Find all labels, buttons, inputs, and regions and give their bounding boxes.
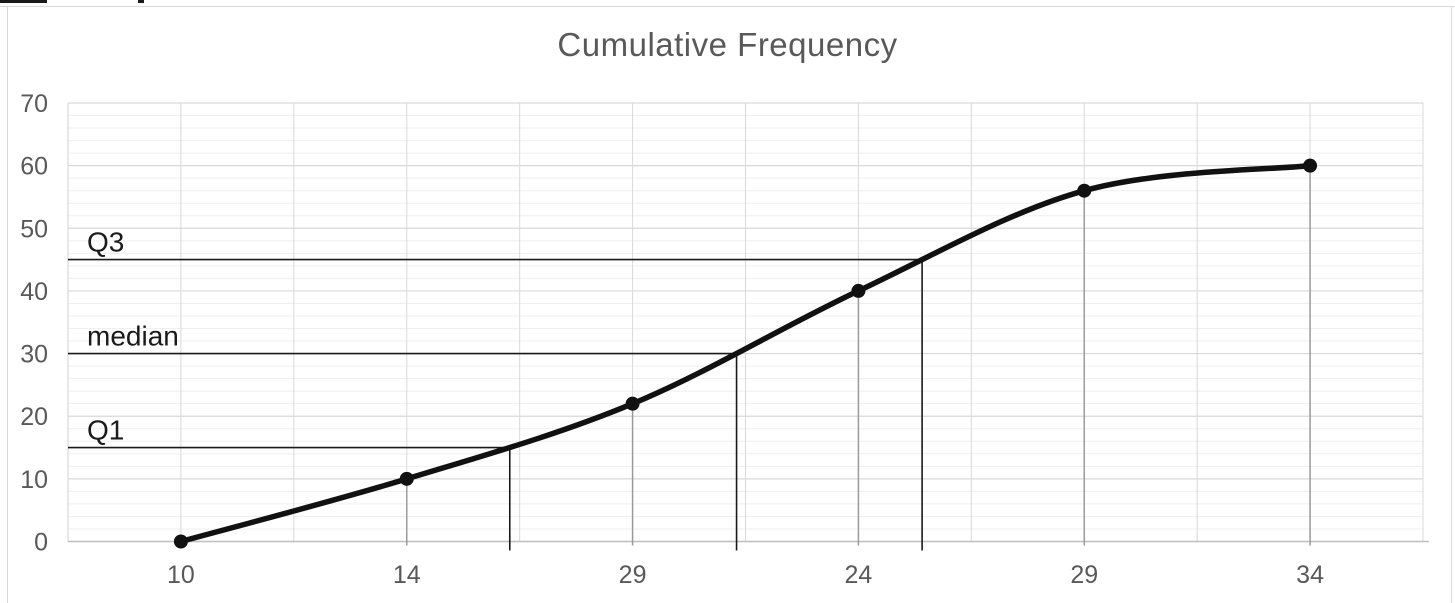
median-label: median xyxy=(87,321,179,352)
data-point-marker[interactable] xyxy=(851,283,866,298)
y-axis-tick-label: 40 xyxy=(20,278,48,306)
x-axis-tick-label: 14 xyxy=(393,561,421,589)
data-point-marker[interactable] xyxy=(173,534,188,549)
data-point-marker[interactable] xyxy=(1077,183,1092,198)
q3-label: Q3 xyxy=(87,227,124,258)
chart-title: Cumulative Frequency xyxy=(557,26,898,63)
x-axis-tick-label: 29 xyxy=(1070,561,1098,589)
spreadsheet-edge-artifact xyxy=(0,0,47,3)
spreadsheet-edge-artifact xyxy=(138,0,144,3)
x-axis-tick-label: 24 xyxy=(845,561,873,589)
y-axis-tick-label: 0 xyxy=(34,529,48,557)
y-axis-tick-label: 70 xyxy=(20,90,48,118)
y-axis-tick-label: 60 xyxy=(20,153,48,181)
chart-border-top xyxy=(0,6,1455,7)
data-point-marker[interactable] xyxy=(1303,158,1318,173)
chart-border-left xyxy=(7,6,8,603)
data-point-marker[interactable] xyxy=(399,471,414,486)
chart-border-right xyxy=(1451,6,1452,603)
q1-label: Q1 xyxy=(87,415,124,446)
y-axis-tick-label: 30 xyxy=(20,341,48,369)
x-axis-tick-label: 29 xyxy=(619,561,647,589)
cumulative-frequency-curve[interactable] xyxy=(178,162,1313,545)
x-axis-tick-label: 34 xyxy=(1296,561,1324,589)
y-axis-tick-label: 20 xyxy=(20,403,48,431)
x-axis-tick-label: 10 xyxy=(167,561,195,589)
data-point-marker[interactable] xyxy=(625,396,640,411)
y-axis-tick-label: 50 xyxy=(20,215,48,243)
y-axis-tick-label: 10 xyxy=(20,466,48,494)
